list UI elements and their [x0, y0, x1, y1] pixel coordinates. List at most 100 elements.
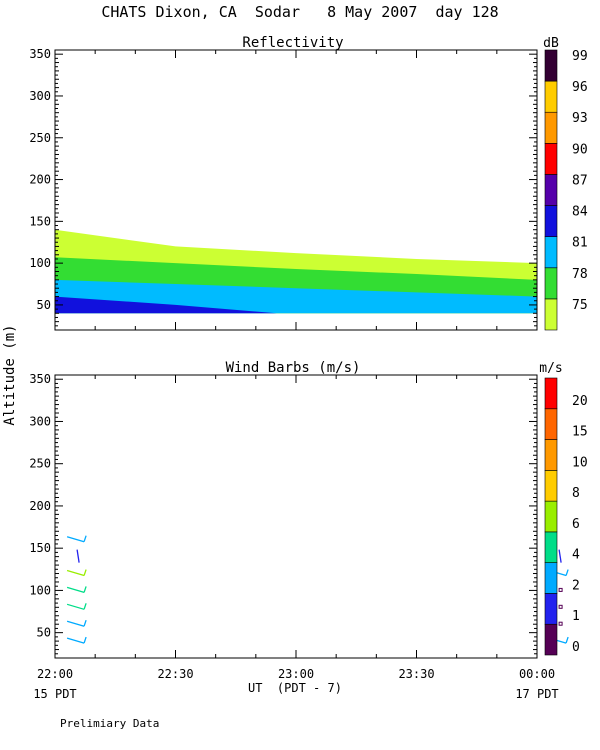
- wind-colorbar-label: 2: [572, 578, 580, 593]
- y-tick-label: 300: [29, 414, 51, 428]
- wind-barb: [66, 586, 87, 594]
- x-tick-label: 22:00: [37, 667, 73, 681]
- wind-frame: [54, 374, 538, 659]
- y-tick-label: 150: [29, 214, 51, 228]
- reflectivity-colorbar-swatch: [544, 111, 558, 144]
- wind-colorbar-label: 8: [572, 486, 580, 501]
- reflectivity-colorbar-label: 90: [572, 142, 588, 157]
- barb-shaft: [66, 569, 85, 577]
- y-tick-label: 300: [29, 89, 51, 103]
- reflectivity-colorbar-label: 96: [572, 80, 588, 95]
- y-tick-label: 200: [29, 499, 51, 513]
- reflectivity-colorbar-swatch: [544, 236, 558, 269]
- reflectivity-colorbar-swatch: [544, 80, 558, 113]
- wind-colorbar-label: 6: [572, 517, 580, 532]
- wind-barbs-plot: 50 100 150 200 250 300 350: [29, 372, 569, 659]
- reflectivity-colorbar-label: 78: [572, 267, 588, 282]
- wind-colorbar-swatch: [544, 531, 558, 563]
- reflectivity-colorbar-swatch: [544, 267, 558, 300]
- barb-flag: [83, 586, 87, 593]
- barb-shaft: [76, 549, 80, 563]
- wind-barbs-title: Wind Barbs (m/s): [226, 360, 361, 376]
- wind-barb: [558, 587, 563, 592]
- wind-colorbar-unit: m/s: [539, 361, 562, 376]
- reflectivity-colorbar-swatch: [544, 174, 558, 206]
- reflectivity-layer-84: [55, 296, 277, 314]
- barb-shaft: [66, 603, 85, 610]
- x-tick-label: 22:30: [157, 667, 193, 681]
- y-tick-label: 350: [29, 372, 51, 386]
- footnote: Prelimiary Data: [60, 717, 159, 730]
- y-tick-label: 200: [29, 173, 51, 187]
- barb-flag: [83, 535, 87, 542]
- wind-colorbar-swatch: [544, 593, 558, 625]
- x-sub-label-left: 15 PDT: [33, 687, 76, 701]
- barb-shaft: [66, 620, 85, 627]
- wind-colorbar-label: 4: [572, 548, 580, 563]
- x-tick-label: 23:30: [398, 667, 434, 681]
- reflectivity-colorbar-unit: dB: [543, 36, 559, 51]
- wind-colorbar-label: 1: [572, 609, 580, 624]
- x-tick-label: 23:00: [278, 667, 314, 681]
- reflectivity-colorbar-label: 81: [572, 236, 588, 251]
- reflectivity-colorbar-label: 87: [572, 173, 588, 188]
- reflectivity-colorbar-swatch: [544, 49, 558, 82]
- wind-colorbar-swatch: [544, 408, 558, 440]
- wind-barb: [558, 604, 563, 609]
- barb-flag: [83, 569, 87, 576]
- wind-colorbar-label: 20: [572, 394, 588, 409]
- y-axis-label: Altitude (m): [2, 324, 18, 425]
- wind-colorbar-label: 15: [572, 425, 588, 440]
- calm-marker: [558, 604, 563, 609]
- barb-shaft: [66, 586, 85, 594]
- wind-colorbar-label: 10: [572, 455, 588, 470]
- wind-barb: [558, 621, 563, 626]
- x-axis-label: UT (PDT - 7): [248, 681, 342, 695]
- reflectivity-colorbar-label: 99: [572, 49, 588, 64]
- wind-barb: [66, 620, 87, 627]
- reflectivity-colorbar-swatch: [544, 143, 558, 175]
- figure-title: CHATS Dixon, CA Sodar 8 May 2007 day 128: [101, 3, 498, 21]
- reflectivity-title: Reflectivity: [242, 35, 343, 51]
- wind-colorbar-swatch: [544, 562, 558, 594]
- barb-flag: [83, 636, 87, 644]
- y-tick-label: 350: [29, 47, 51, 61]
- barb-shaft: [558, 549, 562, 563]
- y-tick-label: 100: [29, 583, 51, 597]
- barb-shaft: [66, 637, 85, 644]
- wind-barb: [76, 549, 80, 563]
- wind-colorbar-swatch: [544, 377, 558, 410]
- calm-marker: [558, 587, 563, 592]
- reflectivity-colorbar-label: 93: [572, 111, 588, 126]
- barb-flag: [565, 569, 569, 576]
- reflectivity-colorbar-label: 84: [572, 205, 588, 220]
- reflectivity-colorbar-swatch: [544, 205, 558, 237]
- wind-colorbar-swatch: [544, 623, 558, 656]
- y-tick-label: 250: [29, 131, 51, 145]
- barb-flag: [83, 620, 87, 627]
- y-tick-label: 250: [29, 457, 51, 471]
- wind-colorbar-label: 0: [572, 640, 580, 655]
- wind-barb: [66, 535, 87, 543]
- reflectivity-colorbar-swatch: [544, 298, 558, 331]
- wind-barb: [558, 549, 562, 563]
- barb-flag: [83, 603, 87, 610]
- wind-colorbar-swatch: [544, 439, 558, 471]
- reflectivity-layer-81: [55, 279, 537, 314]
- reflectivity-colorbar-label: 75: [572, 298, 588, 313]
- calm-marker: [558, 621, 563, 626]
- y-tick-label: 100: [29, 256, 51, 270]
- x-sub-label-right: 17 PDT: [515, 687, 558, 701]
- y-tick-label: 50: [37, 298, 51, 312]
- x-tick-label: 00:00: [519, 667, 555, 681]
- y-tick-label: 150: [29, 541, 51, 555]
- wind-colorbar-swatch: [544, 500, 558, 533]
- wind-colorbar: 0 1 2 4 6 8 10 15 20: [544, 377, 588, 656]
- barb-shaft: [66, 536, 85, 543]
- wind-colorbar-swatch: [544, 470, 558, 502]
- reflectivity-plot: 50 100 150 200 250 300 350: [29, 47, 538, 331]
- wind-barb: [66, 636, 87, 644]
- wind-barb: [66, 569, 87, 577]
- wind-barb: [66, 603, 87, 610]
